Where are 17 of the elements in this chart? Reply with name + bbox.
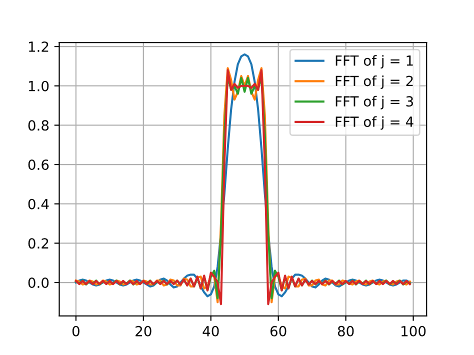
y-tick-label: 0.6 xyxy=(28,159,49,170)
x-tick-label: 0 xyxy=(72,326,80,336)
y-tick-label: 1.0 xyxy=(28,80,49,92)
legend-label: FFT of j = 4 xyxy=(336,116,414,130)
x-tick-label: 60 xyxy=(270,326,286,336)
x-tick-label: 80 xyxy=(338,326,354,336)
legend-label: FFT of j = 2 xyxy=(336,75,413,89)
y-tick-label: 1.2 xyxy=(28,42,48,52)
x-tick-label: 20 xyxy=(136,326,152,336)
legend-label: FFT of j = 1 xyxy=(336,55,413,69)
legend-label: FFT of j = 3 xyxy=(336,96,413,110)
y-tick-label: 0.4 xyxy=(28,198,49,210)
y-tick-label: 0.8 xyxy=(28,120,49,131)
y-tick-label: 0.0 xyxy=(28,277,49,288)
x-tick-label: 40 xyxy=(202,326,219,336)
y-tick-label: 0.2 xyxy=(28,238,48,249)
x-tick-label: 100 xyxy=(402,326,426,336)
